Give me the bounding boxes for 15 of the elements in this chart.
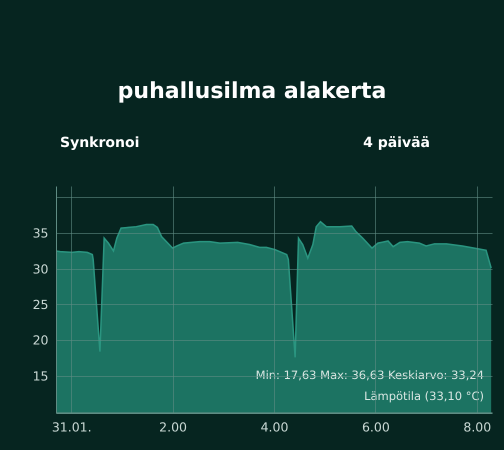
- y-tick-label: 20: [32, 332, 49, 348]
- x-tick-label: 31.01.: [52, 420, 92, 434]
- x-tick-label: 6.00: [362, 420, 390, 434]
- y-tick-label: 30: [32, 261, 49, 276]
- x-tick-label: 4.00: [260, 420, 288, 434]
- y-tick-label: 25: [32, 296, 48, 312]
- chart-title: puhallusilma alakerta: [118, 79, 386, 104]
- x-tick-label: 2.00: [159, 420, 188, 434]
- annotation: Lämpötila (33,10 °C): [364, 389, 484, 403]
- y-tick-label: 35: [32, 226, 48, 241]
- y-tick-label: 15: [32, 368, 48, 384]
- text: 4 päivää: [363, 135, 430, 151]
- x-tick-label: 8.00: [463, 420, 492, 434]
- text: Synkronoi: [60, 135, 140, 151]
- annotation: Min: 17,63 Max: 36,63 Keskiarvo: 33,24: [256, 368, 484, 382]
